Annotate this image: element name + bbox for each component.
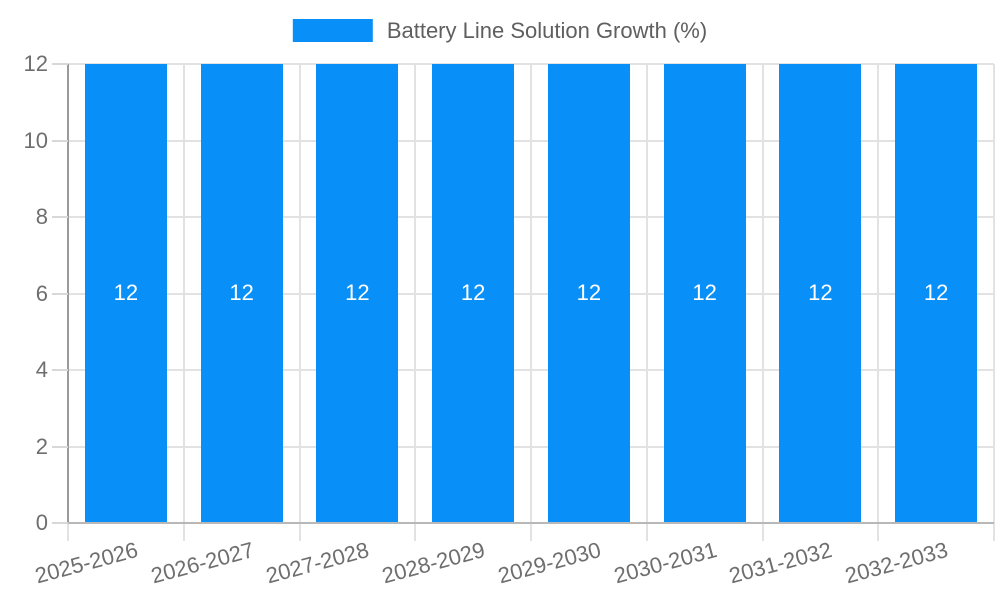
y-tick-label: 6 bbox=[35, 280, 48, 306]
bar: 12 bbox=[779, 64, 862, 523]
y-tick-mark bbox=[52, 63, 68, 65]
x-axis-line bbox=[68, 522, 994, 524]
bar-value-label: 12 bbox=[229, 279, 254, 305]
bar-value-label: 12 bbox=[345, 279, 370, 305]
bar-value-label: 12 bbox=[113, 279, 139, 305]
y-tick-mark bbox=[52, 139, 68, 142]
y-tick-mark bbox=[52, 292, 68, 295]
bar: 12 bbox=[316, 64, 399, 523]
plot-area: 12 12 12 12 12 12 12 12 bbox=[67, 63, 995, 541]
bar: 12 bbox=[84, 64, 167, 523]
bar: 12 bbox=[200, 64, 283, 523]
bar: 12 bbox=[547, 64, 630, 523]
y-tick-mark bbox=[52, 369, 68, 371]
bar: 12 bbox=[895, 64, 978, 523]
v-gridline bbox=[993, 64, 995, 541]
v-gridline bbox=[761, 64, 764, 541]
bar-value-label: 12 bbox=[808, 279, 833, 305]
bar-value-label: 12 bbox=[576, 279, 602, 305]
y-tick-label: 4 bbox=[35, 357, 48, 382]
y-tick-mark bbox=[52, 216, 68, 218]
y-tick-label: 2 bbox=[35, 433, 48, 459]
y-axis-line bbox=[67, 64, 69, 523]
y-tick-mark bbox=[52, 445, 68, 448]
bar-value-label: 12 bbox=[692, 279, 717, 305]
bar: 12 bbox=[432, 64, 515, 523]
v-gridline bbox=[530, 64, 532, 541]
v-gridline bbox=[877, 64, 880, 541]
bar: 12 bbox=[663, 64, 746, 523]
legend-label: Battery Line Solution Growth (%) bbox=[386, 18, 708, 43]
y-tick-label: 8 bbox=[35, 204, 48, 229]
bar-value-label: 12 bbox=[460, 279, 486, 305]
legend-swatch bbox=[292, 19, 373, 42]
v-gridline bbox=[414, 64, 417, 541]
v-gridline bbox=[645, 64, 648, 541]
y-tick-label: 10 bbox=[23, 127, 48, 153]
v-gridline bbox=[298, 64, 301, 541]
legend: Battery Line Solution Growth (%) bbox=[292, 17, 708, 44]
y-tick-mark bbox=[52, 522, 68, 524]
y-tick-label: 0 bbox=[35, 510, 48, 535]
v-gridline bbox=[182, 64, 185, 541]
y-tick-label: 12 bbox=[23, 51, 48, 76]
bar-value-label: 12 bbox=[923, 279, 949, 305]
